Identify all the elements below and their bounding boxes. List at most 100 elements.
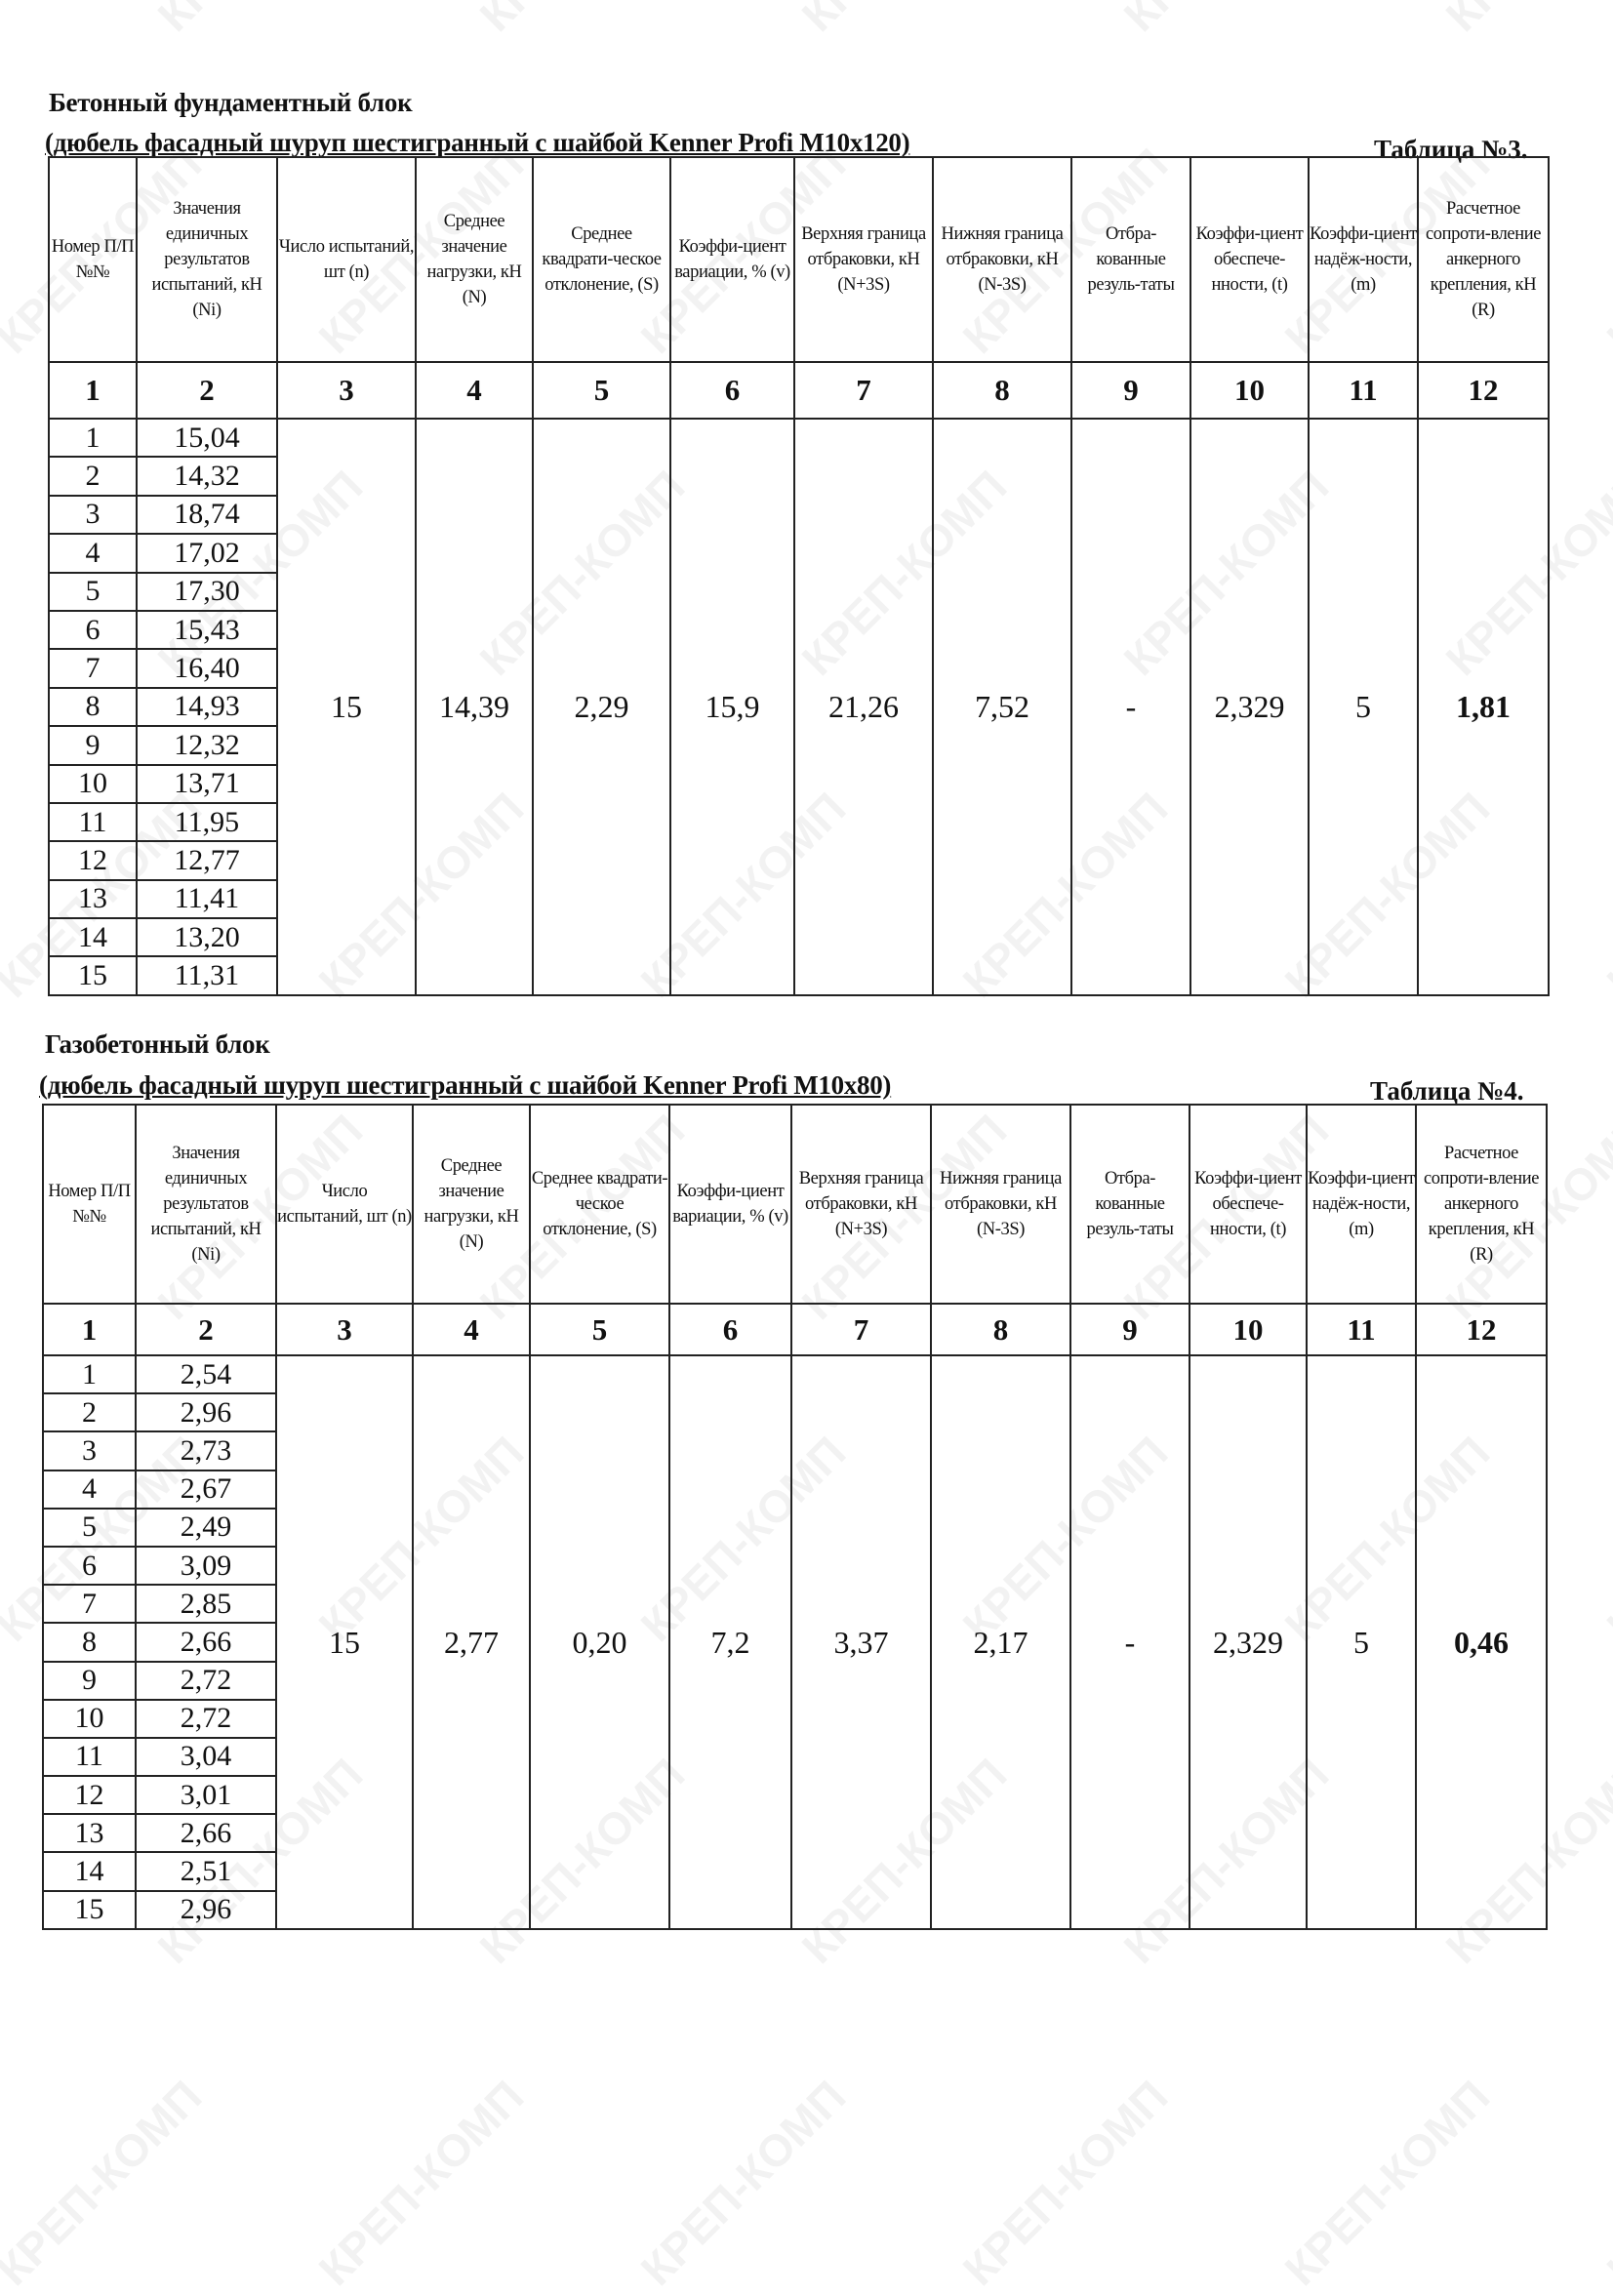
table-row: 10 13,71	[48, 763, 1549, 804]
column-header: Число испытаний, шт (n)	[275, 1104, 414, 1305]
design-resistance: 1,81	[1417, 418, 1550, 996]
table-row: 2 2,96	[42, 1392, 1547, 1433]
column-header: Верхняя граница отбраковки, кН (N+3S)	[793, 156, 934, 363]
column-number: 2	[135, 1303, 277, 1356]
row-number: 6	[42, 1545, 137, 1587]
row-number: 5	[48, 571, 138, 612]
upper-rejection-limit: 21,26	[793, 418, 934, 996]
column-number: 10	[1190, 361, 1310, 420]
column-number: 1	[42, 1303, 137, 1356]
row-number: 7	[48, 648, 138, 689]
row-number: 14	[42, 1851, 137, 1892]
single-result-value: 2,51	[135, 1851, 277, 1892]
table-row: 9 2,72	[42, 1660, 1547, 1701]
watermark-logo: КРЕП-КОМП	[1596, 139, 1613, 363]
watermark-logo: КРЕП-КОМП	[308, 2071, 534, 2295]
row-number: 8	[48, 686, 138, 728]
reliability-coefficient: 5	[1306, 1354, 1417, 1930]
table-row: 10 2,72	[42, 1698, 1547, 1739]
design-resistance: 0,46	[1415, 1354, 1548, 1930]
single-result-value: 2,73	[135, 1430, 277, 1471]
row-number: 12	[48, 840, 138, 881]
watermark-logo: КРЕП-КОМП	[1274, 2071, 1500, 2295]
single-result-value: 15,04	[136, 417, 278, 459]
column-header: Номер П/П №№	[48, 156, 138, 363]
upper-rejection-limit: 3,37	[790, 1354, 932, 1930]
table-row: 6 15,43	[48, 609, 1549, 651]
single-result-value: 3,01	[135, 1775, 277, 1816]
table4-title: Газобетонный блок	[45, 1029, 270, 1059]
single-result-value: 2,66	[135, 1622, 277, 1663]
table-row: 4 17,02	[48, 533, 1549, 574]
column-header: Среднее квадрати-ческое отклонение, (S)	[532, 156, 671, 363]
row-number: 15	[42, 1889, 137, 1930]
row-number: 4	[42, 1469, 137, 1510]
column-number: 11	[1308, 361, 1419, 420]
column-header: Номер П/П №№	[42, 1104, 137, 1305]
table-row: 13 11,41	[48, 878, 1549, 920]
column-number: 4	[415, 361, 534, 420]
test-count: 15	[275, 1354, 414, 1930]
row-number: 14	[48, 917, 138, 958]
row-number: 8	[42, 1622, 137, 1663]
single-result-value: 2,66	[135, 1813, 277, 1854]
column-number: 5	[532, 361, 671, 420]
test-count: 15	[276, 418, 417, 996]
table-row: 14 13,20	[48, 917, 1549, 958]
column-header: Число испытаний, шт (n)	[276, 156, 417, 363]
row-number: 10	[48, 763, 138, 804]
table-row: 13 2,66	[42, 1813, 1547, 1854]
column-number: 10	[1189, 1303, 1308, 1356]
column-header: Коэффи-циент вариации, % (v)	[668, 1104, 792, 1305]
row-number: 3	[42, 1430, 137, 1471]
lower-rejection-limit: 7,52	[932, 418, 1072, 996]
column-number: 7	[790, 1303, 932, 1356]
row-number: 11	[48, 801, 138, 843]
watermark-logo: КРЕП-КОМП	[1596, 783, 1613, 1007]
row-number: 13	[42, 1813, 137, 1854]
watermark-logo: КРЕП-КОМП	[952, 2071, 1178, 2295]
column-header: Среднее значение нагрузки, кН (N)	[412, 1104, 531, 1305]
single-result-value: 2,72	[135, 1698, 277, 1739]
single-result-value: 2,72	[135, 1660, 277, 1701]
single-result-value: 2,96	[135, 1889, 277, 1930]
watermark-logo: КРЕП-КОМП	[0, 0, 51, 42]
lower-rejection-limit: 2,17	[930, 1354, 1071, 1930]
table4-subtitle: (дюбель фасадный шуруп шестигранный с ша…	[39, 1070, 892, 1100]
watermark-logo: КРЕП-КОМП	[1596, 1427, 1613, 1651]
watermark-logo: КРЕП-КОМП	[630, 2071, 856, 2295]
table-row: 3 2,73	[42, 1430, 1547, 1471]
row-number: 4	[48, 533, 138, 574]
watermark-logo: КРЕП-КОМП	[1596, 2071, 1613, 2295]
table-row: 12 3,01	[42, 1775, 1547, 1816]
column-header: Значения единичных результатов испытаний…	[135, 1104, 277, 1305]
table3-subtitle: (дюбель фасадный шуруп шестигранный с ша…	[45, 128, 910, 157]
table-row: 1 15,04 15 14,39 2,29 15,9 21,26 7,52-2,329 5 1,8…	[48, 417, 1550, 996]
table-row: 2 14,32	[48, 456, 1549, 497]
table-row: 8 2,66	[42, 1622, 1547, 1663]
column-number: 3	[275, 1303, 414, 1356]
single-result-value: 17,30	[136, 571, 278, 612]
table-row: 5 17,30	[48, 571, 1549, 612]
single-result-value: 2,96	[135, 1392, 277, 1433]
variation-coefficient: 7,2	[668, 1354, 792, 1930]
table-row: 11 3,04	[42, 1736, 1547, 1778]
single-result-value: 14,32	[136, 456, 278, 497]
column-header: Нижняя граница отбраковки, кН (N-3S)	[930, 1104, 1071, 1305]
column-header: Коэффи-циент вариации, % (v)	[669, 156, 795, 363]
single-result-value: 15,43	[136, 609, 278, 651]
watermark-logo: КРЕП-КОМП	[469, 0, 695, 42]
row-number: 6	[48, 609, 138, 651]
column-header: Отбра-кованные резуль-таты	[1069, 1104, 1190, 1305]
row-number: 12	[42, 1775, 137, 1816]
single-result-value: 11,31	[136, 955, 278, 996]
column-header: Нижняя граница отбраковки, кН (N-3S)	[932, 156, 1072, 363]
row-number: 7	[42, 1584, 137, 1625]
column-header: Расчетное сопроти-вление анкерного крепл…	[1417, 156, 1550, 363]
table-row: 5 2,49	[42, 1507, 1547, 1548]
column-number: 9	[1069, 1303, 1190, 1356]
std-deviation: 2,29	[532, 418, 671, 996]
table-4: Номер П/П №№ Значения единичных результат…	[42, 1104, 1548, 1930]
row-number: 9	[42, 1660, 137, 1701]
row-number: 1	[48, 417, 138, 459]
